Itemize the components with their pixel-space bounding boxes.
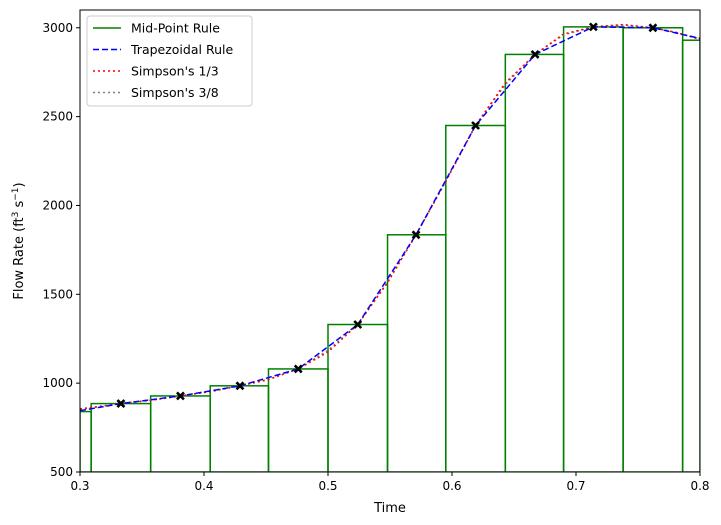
plot-frame	[79, 9, 701, 473]
midpoint-bar	[504, 53, 565, 472]
midpoint-bar	[267, 368, 329, 472]
series-layer	[80, 23, 700, 472]
x-tick-label: 0.4	[194, 479, 213, 493]
data-point-marker	[235, 381, 245, 391]
data-point-marker	[176, 391, 185, 401]
data-point-marker	[648, 23, 658, 33]
y-tick-label: 1500	[42, 287, 73, 301]
legend-label: Trapezoidal Rule	[130, 42, 233, 57]
x-tick-label: 0.3	[70, 479, 89, 493]
y-tick-label: 2500	[42, 110, 73, 124]
midpoint-bar	[445, 124, 507, 472]
data-point-marker	[471, 121, 480, 130]
y-tick-label: 500	[50, 465, 73, 479]
x-axis-label: Time	[373, 501, 406, 516]
y-axis-label: Flow Rate (ft3 s−1)	[11, 182, 27, 299]
y-tick-label: 1000	[42, 376, 73, 390]
legend-label: Simpson's 3/8	[131, 85, 219, 100]
legend-box	[86, 15, 253, 107]
data-point-marker	[411, 230, 421, 240]
x-tick-label: 0.6	[442, 479, 461, 493]
x-tick-label: 0.7	[566, 479, 585, 493]
legend-label: Mid-Point Rule	[131, 21, 220, 36]
midpoint-bar	[327, 323, 389, 472]
data-point-marker	[353, 320, 363, 329]
y-axis-ticks: 500 1000 1500 2000 2500 3000	[42, 21, 80, 479]
y-tick-label: 3000	[42, 21, 73, 35]
legend: Mid-Point Rule Trapezoidal Rule Simpson's …	[86, 15, 253, 107]
data-point-marker	[293, 364, 303, 374]
trapezoidal-line	[80, 26, 700, 412]
data-points	[116, 22, 658, 409]
midpoint-bar	[622, 27, 684, 472]
x-axis-ticks: 0.3 0.4 0.5 0.6 0.7 0.8	[70, 472, 710, 493]
midpoint-bar	[681, 39, 700, 472]
data-point-marker	[588, 22, 598, 32]
midpoint-bar	[386, 234, 447, 472]
y-tick-label: 2000	[42, 198, 73, 212]
data-point-marker	[530, 50, 540, 59]
midpoint-bar	[149, 395, 211, 472]
legend-label: Simpson's 1/3	[131, 64, 219, 79]
midpoint-bar	[209, 385, 270, 472]
midpoint-bar	[80, 410, 92, 472]
data-point-marker	[116, 399, 126, 409]
x-tick-label: 0.5	[318, 479, 337, 493]
simpson-13-line	[80, 23, 700, 410]
midpoint-bar	[90, 402, 152, 472]
x-tick-label: 0.8	[690, 479, 709, 493]
midpoint-bar	[562, 26, 624, 472]
